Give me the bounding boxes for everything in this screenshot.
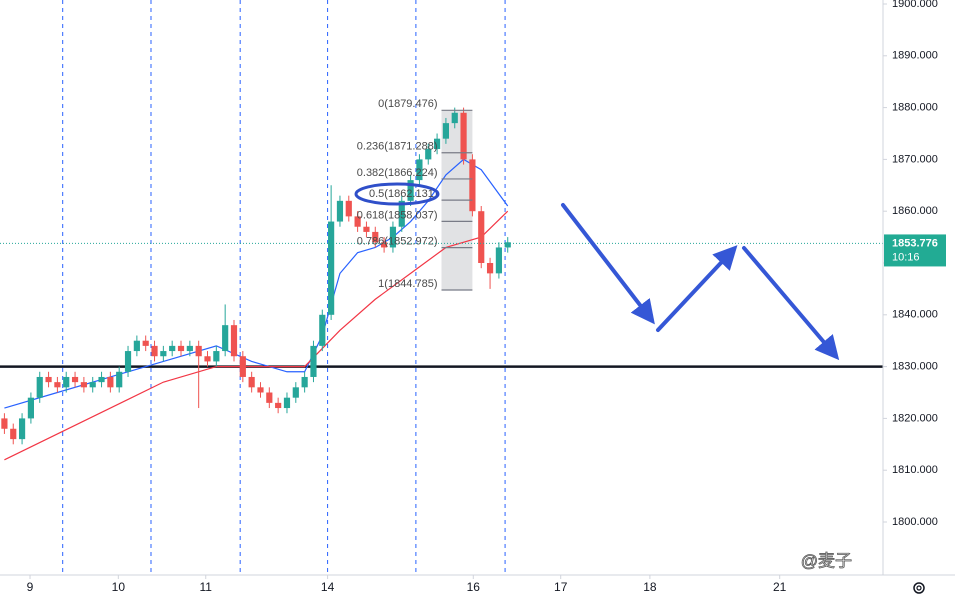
candle-body [169, 345, 176, 352]
fib-label: 1(1844.785) [378, 278, 437, 290]
last-price-box [884, 234, 946, 267]
candle-body [310, 345, 317, 377]
candle-body [213, 351, 220, 362]
candle-body [345, 200, 352, 217]
x-tick-label: 11 [200, 580, 213, 594]
candle-body [54, 382, 61, 388]
candle-body [107, 376, 114, 388]
candle-body [283, 397, 291, 409]
candle-body [451, 112, 458, 124]
candle-body [478, 211, 485, 263]
candle-body [160, 351, 167, 357]
highlight-ellipse [354, 182, 440, 206]
candle-body [504, 242, 511, 248]
fib-label: 0.786(1852.972) [357, 236, 438, 248]
candle-body [186, 345, 193, 352]
x-tick-label: 14 [321, 580, 335, 594]
countdown-label: 10:16 [892, 251, 920, 263]
fib-label: 0.618(1858.037) [357, 209, 438, 221]
candle-body [10, 428, 17, 440]
candle-body [319, 314, 326, 346]
fib-label: 0.5(1862.131) [369, 188, 438, 200]
candle-body [98, 376, 105, 383]
candle-body [460, 112, 467, 160]
x-tick-label: 16 [467, 580, 481, 594]
y-tick-label: 1880.000 [892, 101, 938, 113]
x-tick-label: 10 [112, 580, 126, 594]
candle-body [116, 371, 123, 388]
fib-label: 0.382(1866.224) [357, 167, 438, 179]
candle-body [230, 325, 238, 357]
arrow [742, 246, 840, 361]
candle-body [442, 123, 450, 139]
candle-body [301, 376, 308, 388]
y-tick-label: 1830.000 [892, 361, 938, 373]
candle-body [425, 149, 432, 160]
candle-body [36, 376, 43, 398]
annotation-arrows [561, 203, 840, 361]
watermark: @麦子 [801, 551, 852, 570]
candle-body [433, 138, 441, 150]
x-tick-label: 21 [773, 580, 787, 594]
candle-body [89, 382, 96, 388]
candle-body [63, 376, 70, 388]
candle-body [222, 325, 229, 352]
fib-label: 0(1879.476) [378, 98, 437, 110]
candle-body [142, 340, 149, 346]
y-tick-label: 1800.000 [892, 516, 938, 528]
last-price-label: 1853.776 [892, 237, 938, 249]
candle-body [495, 247, 502, 274]
candle-body [204, 356, 211, 362]
arrow [656, 245, 738, 332]
candle-body [248, 376, 255, 388]
candle-body [257, 387, 264, 393]
candle-body [18, 418, 26, 440]
candle-body [71, 376, 79, 383]
y-tick-label: 1900.000 [892, 0, 938, 10]
candle-body [389, 226, 397, 248]
y-tick-label: 1860.000 [892, 205, 938, 217]
candle-body [177, 345, 185, 352]
candle-body [469, 159, 476, 212]
candle-body [381, 242, 388, 248]
y-tick-label: 1810.000 [892, 464, 938, 476]
candle-body [486, 262, 494, 274]
y-tick-label: 1820.000 [892, 412, 938, 424]
arrow [561, 203, 655, 325]
y-tick-label: 1840.000 [892, 309, 938, 321]
candle-body [45, 376, 52, 383]
candle-body [1, 418, 8, 429]
plot-area: 0(1879.476) 0.236(1871.288) 0.382(1866.224… [0, 0, 883, 575]
candle-body [363, 226, 370, 232]
candle-body [416, 159, 423, 181]
x-tick-label: 9 [27, 580, 34, 594]
candle-body [239, 356, 246, 377]
candle-body [336, 200, 344, 222]
candle-body [151, 345, 158, 357]
candle-body [292, 387, 299, 398]
x-tick-label: 18 [643, 580, 657, 594]
candle-body [133, 340, 140, 352]
candle-body [354, 216, 361, 227]
fib-label: 0.236(1871.288) [357, 141, 438, 153]
candle-body [80, 382, 87, 388]
candle-body [372, 231, 379, 243]
settings-icon[interactable] [913, 582, 925, 594]
candle-body [124, 351, 132, 372]
candle-body [398, 200, 405, 227]
x-tick-label: 17 [554, 580, 568, 594]
candle-body [266, 392, 273, 403]
y-tick-label: 1870.000 [892, 153, 938, 165]
candle-body [407, 180, 414, 201]
candle-body [328, 221, 335, 315]
candle-body [195, 345, 202, 357]
moving-average [4, 210, 509, 461]
candle-body [275, 402, 282, 409]
y-tick-label: 1890.000 [892, 50, 938, 62]
candle-body [27, 397, 34, 419]
